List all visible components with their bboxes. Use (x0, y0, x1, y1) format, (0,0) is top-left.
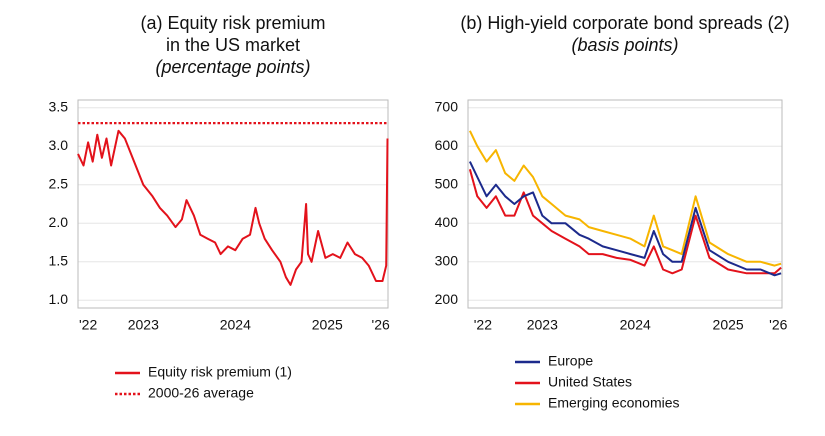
y-tick-label: 300 (435, 252, 459, 268)
x-tick-label: 2024 (620, 317, 651, 333)
x-tick-label: '26 (372, 317, 390, 333)
series-line (77, 129, 389, 286)
x-tick-label: 2025 (312, 317, 343, 333)
legend-label: Emerging economies (548, 395, 680, 411)
chart-title: (b) High-yield corporate bond spreads (2… (460, 13, 789, 33)
chart-subtitle: (basis points) (571, 35, 678, 55)
x-tick-label: 2023 (527, 317, 558, 333)
series-line (468, 130, 782, 267)
legend-label: United States (548, 374, 632, 390)
y-tick-label: 1.5 (49, 252, 69, 268)
y-tick-label: 200 (435, 291, 459, 307)
legend-label: Equity risk premium (1) (148, 364, 292, 380)
x-tick-label: '22 (474, 317, 492, 333)
chart-title: in the US market (166, 35, 300, 55)
y-tick-label: 2.0 (49, 214, 69, 230)
x-tick-label: '26 (769, 317, 787, 333)
series-line (468, 169, 782, 275)
legend-label: Europe (548, 353, 593, 369)
y-tick-label: 400 (435, 214, 459, 230)
chart-subtitle: (percentage points) (155, 57, 310, 77)
y-tick-label: 1.0 (49, 291, 69, 307)
plot-frame (77, 99, 389, 309)
legend-label: 2000-26 average (148, 385, 254, 401)
x-tick-label: 2025 (713, 317, 744, 333)
chart-title: (a) Equity risk premium (140, 13, 325, 33)
y-tick-label: 3.5 (49, 98, 69, 114)
x-tick-label: 2023 (128, 317, 159, 333)
y-tick-label: 3.0 (49, 137, 69, 153)
x-tick-label: 2024 (220, 317, 251, 333)
plot-frame (467, 99, 783, 309)
y-tick-label: 500 (435, 175, 459, 191)
y-tick-label: 700 (435, 98, 459, 114)
y-tick-label: 600 (435, 137, 459, 153)
x-tick-label: '22 (79, 317, 97, 333)
series-line (468, 161, 782, 277)
y-tick-label: 2.5 (49, 175, 69, 191)
